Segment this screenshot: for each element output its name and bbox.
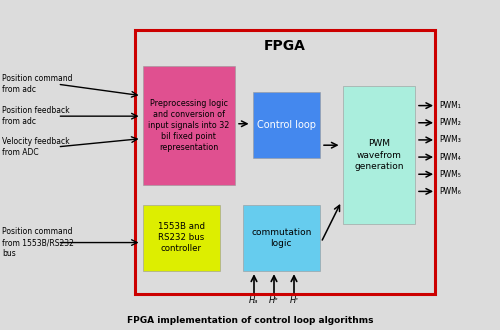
Text: Position command
from 1553B/RS232
bus: Position command from 1553B/RS232 bus bbox=[2, 227, 74, 258]
Text: PWM₃: PWM₃ bbox=[439, 135, 461, 145]
Text: Control loop: Control loop bbox=[257, 120, 316, 130]
Text: Position command
from adc: Position command from adc bbox=[2, 74, 73, 94]
Text: FPGA: FPGA bbox=[264, 39, 306, 53]
Text: PWM₁: PWM₁ bbox=[439, 101, 461, 110]
Text: 1553B and
RS232 bus
controller: 1553B and RS232 bus controller bbox=[158, 222, 205, 253]
FancyBboxPatch shape bbox=[252, 92, 320, 158]
Text: Hᵇ: Hᵇ bbox=[269, 296, 279, 305]
FancyBboxPatch shape bbox=[142, 66, 235, 185]
Text: PWM₆: PWM₆ bbox=[439, 187, 461, 196]
FancyBboxPatch shape bbox=[135, 30, 435, 294]
Text: PWM₅: PWM₅ bbox=[439, 170, 461, 179]
Text: Preprocessing logic
and conversion of
input signals into 32
bil fixed point
repr: Preprocessing logic and conversion of in… bbox=[148, 99, 230, 152]
FancyBboxPatch shape bbox=[242, 205, 320, 271]
Text: Hₐ: Hₐ bbox=[249, 296, 259, 305]
Text: commutation
logic: commutation logic bbox=[251, 228, 312, 248]
FancyBboxPatch shape bbox=[342, 86, 415, 224]
Text: Velocity feedback
from ADC: Velocity feedback from ADC bbox=[2, 137, 70, 157]
Text: FPGA implementation of control loop algorithms: FPGA implementation of control loop algo… bbox=[127, 316, 373, 325]
Text: PWM
wavefrom
generation: PWM wavefrom generation bbox=[354, 140, 404, 171]
Text: Position feedback
from adc: Position feedback from adc bbox=[2, 106, 70, 126]
Text: PWM₂: PWM₂ bbox=[439, 118, 461, 127]
Text: Hᶜ: Hᶜ bbox=[290, 296, 298, 305]
FancyBboxPatch shape bbox=[142, 205, 220, 271]
Text: PWM₄: PWM₄ bbox=[439, 152, 461, 162]
